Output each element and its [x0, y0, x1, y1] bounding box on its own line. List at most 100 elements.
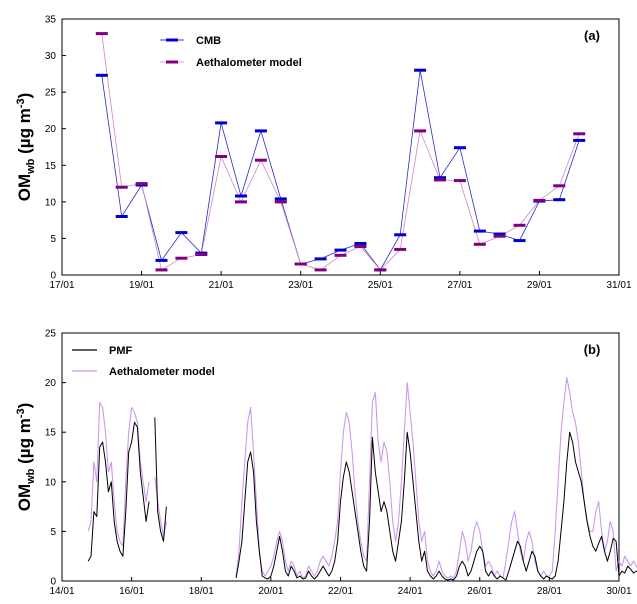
data-marker-aethalometer	[493, 234, 506, 238]
y-tick-label: 25	[45, 88, 57, 99]
series-line-pmf	[87, 421, 150, 562]
panel-a-label: (a)	[584, 28, 600, 43]
data-marker-aethalometer	[155, 268, 168, 272]
data-marker-cmb	[235, 194, 247, 198]
panel-a-y-ticks: 0 5 10 15 20 25 30 35	[45, 15, 66, 282]
panel-a-legend: CMB Aethalometer model	[160, 35, 302, 69]
data-marker-aethalometer	[235, 200, 247, 204]
y-tick-label: 10	[45, 477, 57, 488]
y-tick-label: 20	[45, 378, 57, 389]
data-marker-aethalometer	[135, 182, 148, 186]
panel-b-y-ticks: 0 5 10 15 20 25	[45, 329, 66, 588]
data-marker-cmb	[573, 138, 586, 142]
x-tick-label: 16/01	[119, 586, 144, 597]
x-tick-label: 19/01	[129, 280, 154, 291]
data-marker-aethalometer	[513, 223, 526, 227]
panel-a-plot-frame	[61, 18, 620, 276]
data-marker-aethalometer	[354, 245, 367, 248]
panel-a-series	[95, 32, 586, 272]
data-marker-aethalometer	[314, 268, 327, 272]
data-marker-cmb	[215, 121, 228, 125]
data-marker-cmb	[314, 257, 327, 261]
data-marker-aethalometer	[553, 184, 566, 188]
legend-marker-aethalometer	[166, 60, 178, 64]
data-marker-cmb	[493, 232, 506, 236]
y-tick-label: 5	[50, 234, 56, 245]
y-tick-label: 10	[45, 197, 57, 208]
panel-b-pmf-vs-aethalometer: 0 5 10 15 20 25 14/01 16/01 18/01 20/01 22/01 24/0…	[15, 329, 637, 597]
data-marker-aethalometer	[115, 185, 128, 189]
x-tick-label: 21/01	[209, 280, 234, 291]
data-marker-aethalometer	[473, 242, 486, 246]
data-marker-aethalometer	[434, 178, 446, 182]
data-marker-cmb	[334, 248, 347, 252]
y-tick-label: 20	[45, 124, 57, 135]
x-tick-label: 30/01	[606, 586, 631, 597]
data-marker-aethalometer	[453, 179, 466, 183]
data-marker-cmb	[274, 197, 287, 201]
data-marker-aethalometer	[254, 158, 267, 162]
x-tick-label: 23/01	[288, 280, 313, 291]
data-marker-cmb	[175, 231, 188, 235]
data-marker-aethalometer	[394, 247, 407, 251]
data-marker-aethalometer	[175, 256, 188, 260]
data-marker-aethalometer	[533, 198, 546, 202]
y-tick-label: 15	[45, 428, 57, 439]
x-tick-label: 20/01	[258, 586, 283, 597]
y-tick-label: 5	[50, 527, 56, 538]
legend-label-pmf: PMF	[109, 345, 133, 357]
data-marker-aethalometer	[414, 129, 427, 133]
x-tick-label: 29/01	[527, 280, 552, 291]
panel-a-x-ticks: 17/01 19/01 21/01 23/01 25/01 27/01 29/01 31/01	[49, 271, 632, 291]
series-line-aethalometer	[235, 377, 637, 579]
data-marker-cmb	[155, 258, 168, 262]
panel-b-x-ticks: 14/01 16/01 18/01 20/01 22/01 24/01 26/01 28/01…	[49, 577, 632, 597]
data-marker-aethalometer	[274, 200, 287, 204]
data-marker-aethalometer	[294, 262, 307, 266]
panel-b-series	[87, 377, 637, 581]
series-line-pmf	[235, 431, 637, 581]
data-marker-cmb	[354, 242, 367, 245]
x-tick-label: 24/01	[398, 586, 423, 597]
data-marker-cmb	[473, 229, 486, 233]
data-marker-aethalometer	[573, 132, 586, 136]
x-tick-label: 25/01	[368, 280, 393, 291]
data-marker-aethalometer	[215, 155, 228, 158]
legend-label-aethalometer-b: Aethalometer model	[109, 366, 215, 378]
y-tick-label: 25	[45, 329, 57, 340]
series-line-pmf	[154, 417, 167, 542]
data-marker-cmb	[95, 73, 108, 77]
x-tick-label: 14/01	[49, 586, 74, 597]
x-tick-label: 27/01	[447, 280, 472, 291]
legend-label-cmb: CMB	[196, 35, 221, 47]
panel-a-y-axis-label: OMwb (µg m-3)	[15, 93, 37, 202]
x-tick-label: 18/01	[189, 586, 214, 597]
legend-marker-cmb	[166, 38, 178, 42]
panel-b-label: (b)	[584, 342, 601, 357]
y-tick-label: 30	[45, 51, 57, 62]
data-marker-aethalometer	[195, 253, 208, 256]
data-marker-cmb	[434, 176, 446, 180]
data-marker-aethalometer	[334, 253, 347, 257]
data-marker-cmb	[394, 233, 407, 237]
data-marker-aethalometer	[374, 268, 387, 272]
data-marker-cmb	[254, 129, 267, 133]
x-tick-label: 17/01	[49, 280, 74, 291]
y-tick-label: 0	[50, 577, 56, 588]
series-line-cmb	[101, 70, 580, 271]
panel-b-y-axis-label: OMwb (µg m-3)	[15, 403, 37, 512]
data-marker-cmb	[115, 215, 128, 218]
legend-label-aethalometer: Aethalometer model	[196, 57, 302, 69]
x-tick-label: 28/01	[537, 586, 562, 597]
y-tick-label: 35	[45, 15, 57, 26]
x-tick-label: 31/01	[606, 280, 631, 291]
panel-b-legend: PMF Aethalometer model	[72, 345, 215, 378]
data-marker-cmb	[453, 146, 466, 150]
data-marker-cmb	[553, 198, 566, 202]
x-tick-label: 22/01	[328, 586, 353, 597]
data-marker-cmb	[414, 68, 427, 72]
y-tick-label: 15	[45, 161, 57, 172]
y-tick-label: 0	[50, 271, 56, 282]
series-line-aethalometer	[87, 401, 150, 547]
